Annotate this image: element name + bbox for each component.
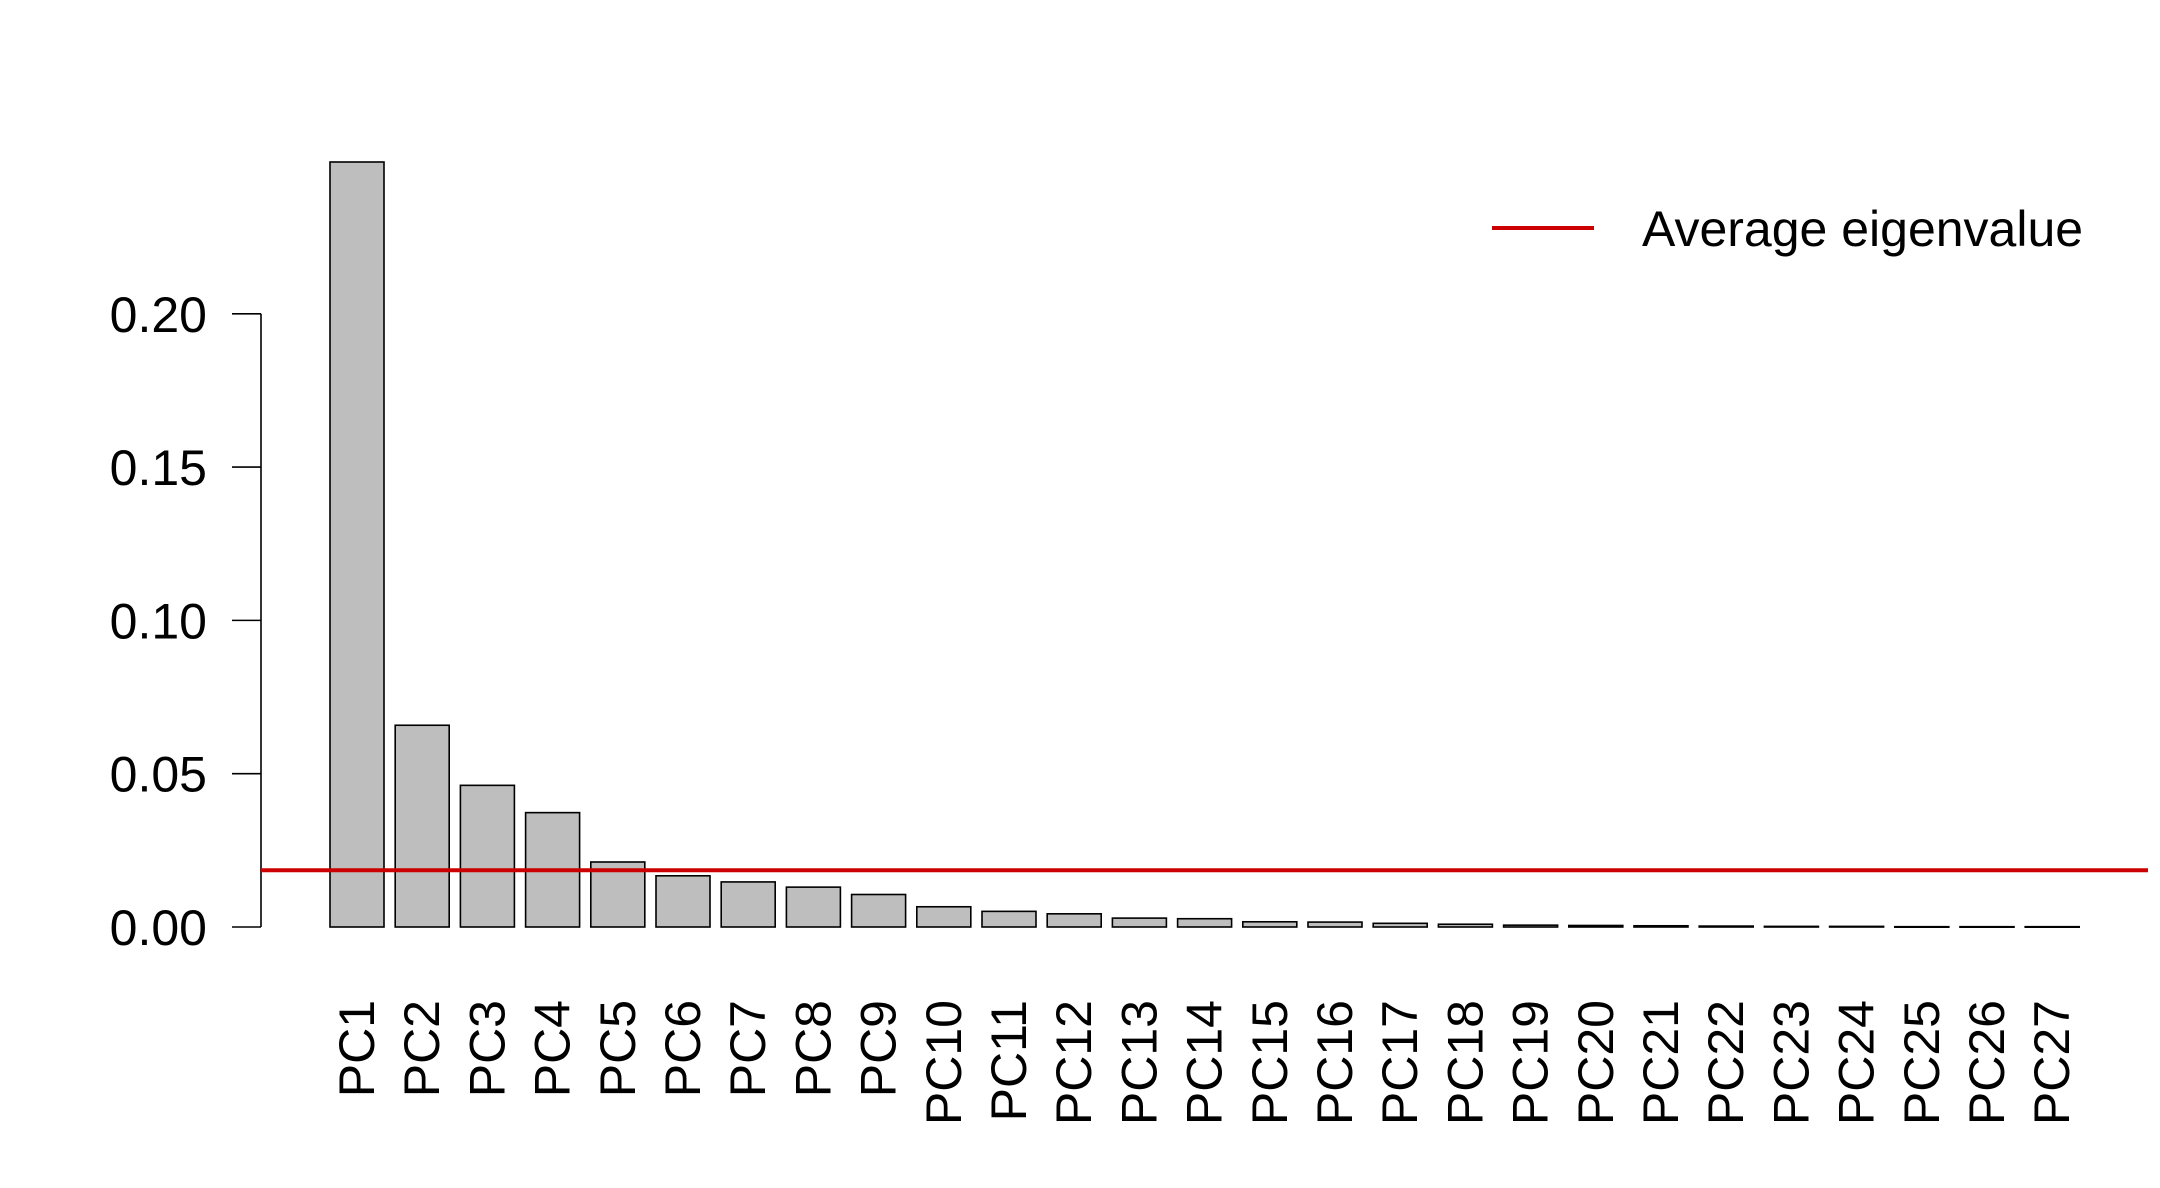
- bar-pc24: [1828, 925, 1885, 928]
- bar-pc18: [1437, 923, 1494, 928]
- bar-pc17: [1372, 922, 1428, 928]
- x-tick-label: PC19: [1503, 1000, 1559, 1125]
- x-tick-label: PC17: [1372, 1000, 1428, 1125]
- y-axis: 0.00 0.05 0.10 0.15 0.20: [110, 287, 262, 956]
- bar-pc15: [1242, 920, 1298, 928]
- bar-pc12: [1046, 913, 1102, 928]
- bar-pc14: [1176, 917, 1233, 928]
- x-tick-label: PC1: [329, 1000, 385, 1097]
- bar-pc22: [1698, 925, 1754, 928]
- x-axis-labels: PC1 PC2 PC3 PC4 PC5 PC6 PC7 PC8 PC9 PC10 PC11 PC12 P…: [329, 1000, 2080, 1125]
- x-tick-label: PC23: [1763, 1000, 1819, 1125]
- x-tick-label: PC2: [394, 1000, 450, 1097]
- x-tick-label: PC21: [1633, 1000, 1689, 1125]
- bar-pc27: [2024, 925, 2080, 928]
- y-tick-label: 0.20: [110, 287, 207, 343]
- bar-pc26: [1959, 925, 2015, 928]
- bar-pc7: [720, 881, 777, 928]
- x-tick-label: PC25: [1894, 1000, 1950, 1125]
- x-tick-label: PC5: [590, 1000, 646, 1097]
- bar-pc20: [1568, 924, 1624, 928]
- bar-pc21: [1633, 924, 1689, 928]
- x-tick-label: PC27: [2024, 1000, 2080, 1125]
- x-tick-label: PC24: [1829, 1000, 1885, 1125]
- bar-pc25: [1894, 925, 1950, 928]
- x-tick-label: PC7: [720, 1000, 776, 1097]
- bar-pc8: [785, 886, 842, 928]
- bar-pc3: [459, 784, 516, 928]
- legend-label: Average eigenvalue: [1642, 201, 2083, 257]
- bar-pc23: [1763, 925, 1820, 928]
- bar-pc5: [589, 861, 646, 928]
- x-tick-label: PC15: [1242, 1000, 1298, 1125]
- x-tick-label: PC20: [1568, 1000, 1624, 1125]
- bars: [329, 161, 2080, 928]
- x-tick-label: PC13: [1111, 1000, 1167, 1125]
- bar-pc16: [1307, 921, 1363, 928]
- x-tick-label: PC3: [459, 1000, 515, 1097]
- legend: Average eigenvalue: [1492, 201, 2083, 257]
- y-tick-label: 0.00: [110, 900, 207, 956]
- x-tick-label: PC18: [1437, 1000, 1493, 1125]
- bar-pc1: [329, 161, 385, 928]
- bar-pc9: [850, 893, 907, 928]
- x-tick-label: PC10: [916, 1000, 972, 1125]
- y-tick-label: 0.10: [110, 593, 207, 649]
- x-tick-label: PC6: [655, 1000, 711, 1097]
- bar-pc6: [655, 874, 711, 928]
- x-tick-label: PC4: [525, 1000, 581, 1097]
- x-tick-label: PC16: [1307, 1000, 1363, 1125]
- y-tick-label: 0.05: [110, 747, 207, 803]
- bar-pc11: [981, 910, 1037, 928]
- y-tick-label: 0.15: [110, 440, 207, 496]
- x-tick-label: PC22: [1698, 1000, 1754, 1125]
- x-tick-label: PC12: [1046, 1000, 1102, 1125]
- bar-pc10: [915, 905, 972, 928]
- x-tick-label: PC9: [851, 1000, 907, 1097]
- bar-pc19: [1502, 924, 1559, 928]
- bar-pc13: [1111, 917, 1168, 928]
- x-tick-label: PC14: [1177, 1000, 1233, 1125]
- x-tick-label: PC26: [1959, 1000, 2015, 1125]
- x-tick-label: PC8: [785, 1000, 841, 1097]
- bar-pc2: [394, 724, 451, 928]
- x-tick-label: PC11: [981, 1000, 1037, 1121]
